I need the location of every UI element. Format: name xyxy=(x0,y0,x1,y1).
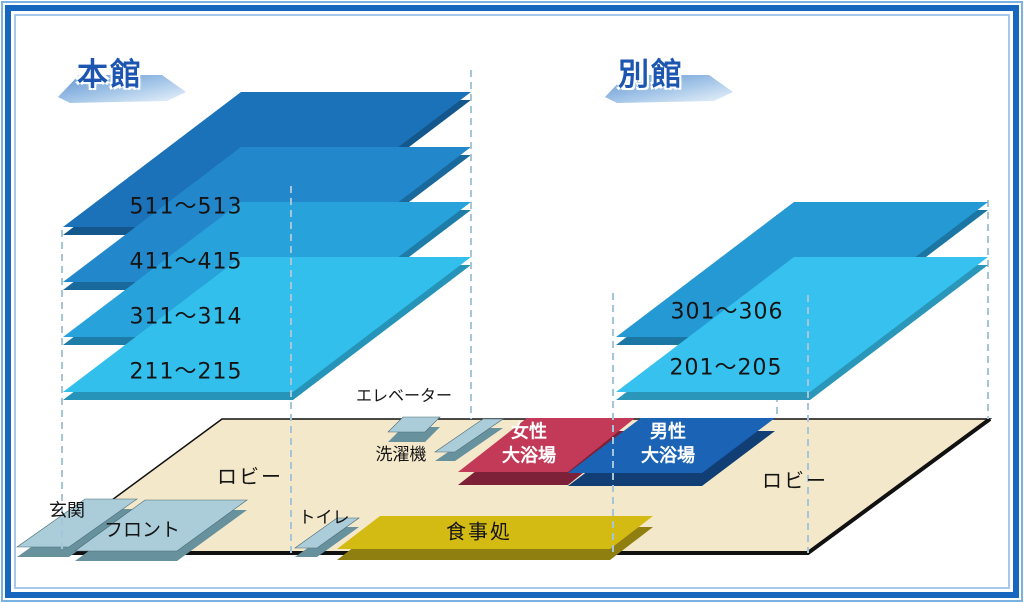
toilet-slab-side xyxy=(295,527,359,557)
men-bath-label-line2: 大浴場 xyxy=(641,446,695,467)
main-building-title: 本館 xyxy=(77,57,143,94)
annex-rooms-2f-label: 201〜205 xyxy=(669,355,783,381)
entrance-label: 玄関 xyxy=(49,500,85,522)
front-desk-label: フロント xyxy=(103,519,181,542)
elevator-slab xyxy=(387,416,441,433)
annex-building-title: 別館 xyxy=(618,57,684,94)
women-bath-label-line2: 大浴場 xyxy=(502,446,556,467)
main-rooms-3f-label: 311〜314 xyxy=(129,304,243,330)
women-bath-label: 女性 大浴場 xyxy=(502,421,556,470)
laundry-slab xyxy=(434,418,504,453)
women-bath-slab xyxy=(458,418,635,472)
lobby-left-label: ロビー xyxy=(217,464,283,489)
annex-rooms-3f-label: 301〜306 xyxy=(670,299,784,325)
main-floor2-plate xyxy=(63,257,471,392)
toilet-label: トイレ xyxy=(298,508,350,529)
annex-title-banner xyxy=(605,75,733,103)
men-bath-label-line1: 男性 xyxy=(650,421,686,443)
main-rooms-4f-label: 411〜415 xyxy=(129,249,243,275)
laundry-label: 洗濯機 xyxy=(375,445,427,466)
men-bath-slab xyxy=(568,418,775,473)
main-rooms-5f-label: 511〜513 xyxy=(129,194,243,220)
dining-slab xyxy=(337,516,653,549)
elevator-label: エレベーター xyxy=(355,385,453,405)
dining-label: 食事処 xyxy=(446,519,512,544)
annex-floor2-plate xyxy=(616,257,988,392)
men-bath-label: 男性 大浴場 xyxy=(641,421,695,470)
main-rooms-2f-label: 211〜215 xyxy=(129,359,243,385)
front-desk-slab xyxy=(74,499,248,552)
main-title-banner xyxy=(58,75,186,103)
lobby-right-label: ロビー xyxy=(762,468,828,493)
women-bath-label-line1: 女性 xyxy=(511,421,547,443)
entrance-slab xyxy=(16,498,138,548)
toilet-slab xyxy=(294,517,360,549)
laundry-slab-side xyxy=(435,428,503,461)
